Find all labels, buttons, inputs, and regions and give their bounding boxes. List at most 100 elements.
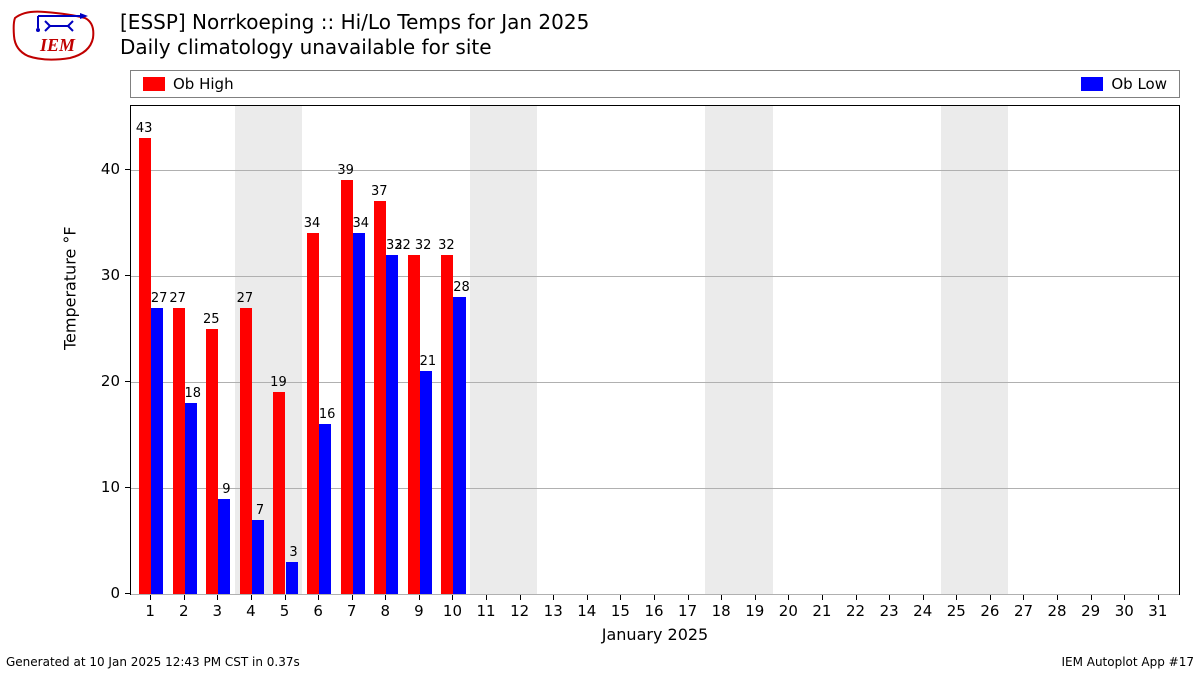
bar-high	[139, 138, 151, 594]
y-tick-label: 40	[0, 160, 120, 178]
x-tick-mark	[721, 595, 722, 600]
x-tick-label: 1	[145, 602, 155, 620]
y-tick-mark	[125, 487, 130, 488]
x-tick-mark	[788, 595, 789, 600]
x-tick-mark	[1023, 595, 1024, 600]
chart-title: [ESSP] Norrkoeping :: Hi/Lo Temps for Ja…	[120, 10, 589, 60]
y-tick-mark	[125, 169, 130, 170]
bar-label-low: 9	[222, 482, 230, 497]
legend: Ob High Ob Low	[130, 70, 1180, 98]
x-tick-mark	[184, 595, 185, 600]
x-tick-mark	[217, 595, 218, 600]
bar-low	[286, 562, 298, 594]
x-tick-mark	[318, 595, 319, 600]
x-tick-label: 16	[644, 602, 663, 620]
x-axis-label: January 2025	[130, 625, 1180, 644]
title-line-1: [ESSP] Norrkoeping :: Hi/Lo Temps for Ja…	[120, 10, 589, 35]
gridline	[131, 276, 1179, 277]
bar-label-low: 16	[319, 407, 336, 422]
bar-high	[341, 180, 353, 594]
footer-generated: Generated at 10 Jan 2025 12:43 PM CST in…	[6, 655, 300, 669]
bar-high	[173, 308, 185, 594]
x-tick-label: 26	[980, 602, 999, 620]
x-tick-label: 29	[1081, 602, 1100, 620]
x-tick-mark	[419, 595, 420, 600]
x-tick-label: 15	[611, 602, 630, 620]
x-tick-mark	[587, 595, 588, 600]
y-tick-mark	[125, 381, 130, 382]
bar-low	[218, 499, 230, 594]
plot-area: 4327271825927719334163934373232 32213228	[130, 105, 1180, 595]
x-tick-label: 30	[1115, 602, 1134, 620]
weekend-band	[470, 106, 537, 594]
svg-text:IEM: IEM	[39, 35, 76, 55]
x-tick-label: 19	[745, 602, 764, 620]
y-tick-label: 30	[0, 266, 120, 284]
bar-label-high: 43	[136, 121, 153, 136]
x-tick-label: 6	[313, 602, 323, 620]
bar-label-high: 27	[237, 291, 254, 306]
x-tick-mark	[486, 595, 487, 600]
x-tick-label: 23	[880, 602, 899, 620]
x-tick-mark	[620, 595, 621, 600]
gridline	[131, 488, 1179, 489]
x-tick-label: 12	[510, 602, 529, 620]
x-tick-label: 8	[381, 602, 391, 620]
bar-label-low: 3	[289, 545, 297, 560]
weekend-band	[705, 106, 772, 594]
bar-high	[374, 201, 386, 594]
x-tick-label: 28	[1048, 602, 1067, 620]
x-tick-mark	[755, 595, 756, 600]
bar-label-high: 39	[337, 163, 354, 178]
y-tick-label: 20	[0, 372, 120, 390]
x-tick-mark	[352, 595, 353, 600]
bar-label-low: 21	[420, 354, 437, 369]
gridline	[131, 594, 1179, 595]
bar-high	[307, 233, 319, 594]
x-tick-mark	[385, 595, 386, 600]
y-tick-mark	[125, 593, 130, 594]
x-tick-label: 25	[947, 602, 966, 620]
bar-low	[453, 297, 465, 594]
legend-swatch-high	[143, 77, 165, 91]
bar-low	[353, 233, 365, 594]
bar-label-low: 34	[352, 216, 369, 231]
x-tick-mark	[1091, 595, 1092, 600]
x-tick-label: 11	[477, 602, 496, 620]
x-tick-mark	[150, 595, 151, 600]
bar-high	[441, 255, 453, 594]
x-tick-mark	[923, 595, 924, 600]
x-tick-label: 27	[1014, 602, 1033, 620]
bar-low	[252, 520, 264, 594]
bar-label-low: 18	[185, 386, 202, 401]
x-tick-mark	[856, 595, 857, 600]
x-tick-mark	[1057, 595, 1058, 600]
bar-label-high: 27	[169, 291, 186, 306]
x-tick-label: 21	[812, 602, 831, 620]
y-tick-mark	[125, 275, 130, 276]
x-tick-mark	[822, 595, 823, 600]
x-tick-label: 10	[443, 602, 462, 620]
title-line-2: Daily climatology unavailable for site	[120, 35, 589, 60]
iem-logo: IEM	[10, 8, 100, 63]
bar-high	[408, 255, 420, 594]
bar-low	[151, 308, 163, 594]
x-tick-label: 24	[913, 602, 932, 620]
bar-high	[240, 308, 252, 594]
x-tick-mark	[889, 595, 890, 600]
bar-label-low: 28	[453, 280, 470, 295]
x-tick-label: 14	[577, 602, 596, 620]
x-tick-label: 4	[246, 602, 256, 620]
x-tick-label: 31	[1148, 602, 1167, 620]
gridline	[131, 382, 1179, 383]
x-tick-mark	[520, 595, 521, 600]
x-tick-mark	[251, 595, 252, 600]
x-tick-mark	[553, 595, 554, 600]
x-tick-mark	[1158, 595, 1159, 600]
x-tick-mark	[688, 595, 689, 600]
bar-label-low: 27	[151, 291, 168, 306]
legend-label-high: Ob High	[173, 75, 234, 93]
y-tick-label: 0	[0, 584, 120, 602]
x-tick-mark	[1124, 595, 1125, 600]
bar-label-high: 32	[438, 238, 455, 253]
